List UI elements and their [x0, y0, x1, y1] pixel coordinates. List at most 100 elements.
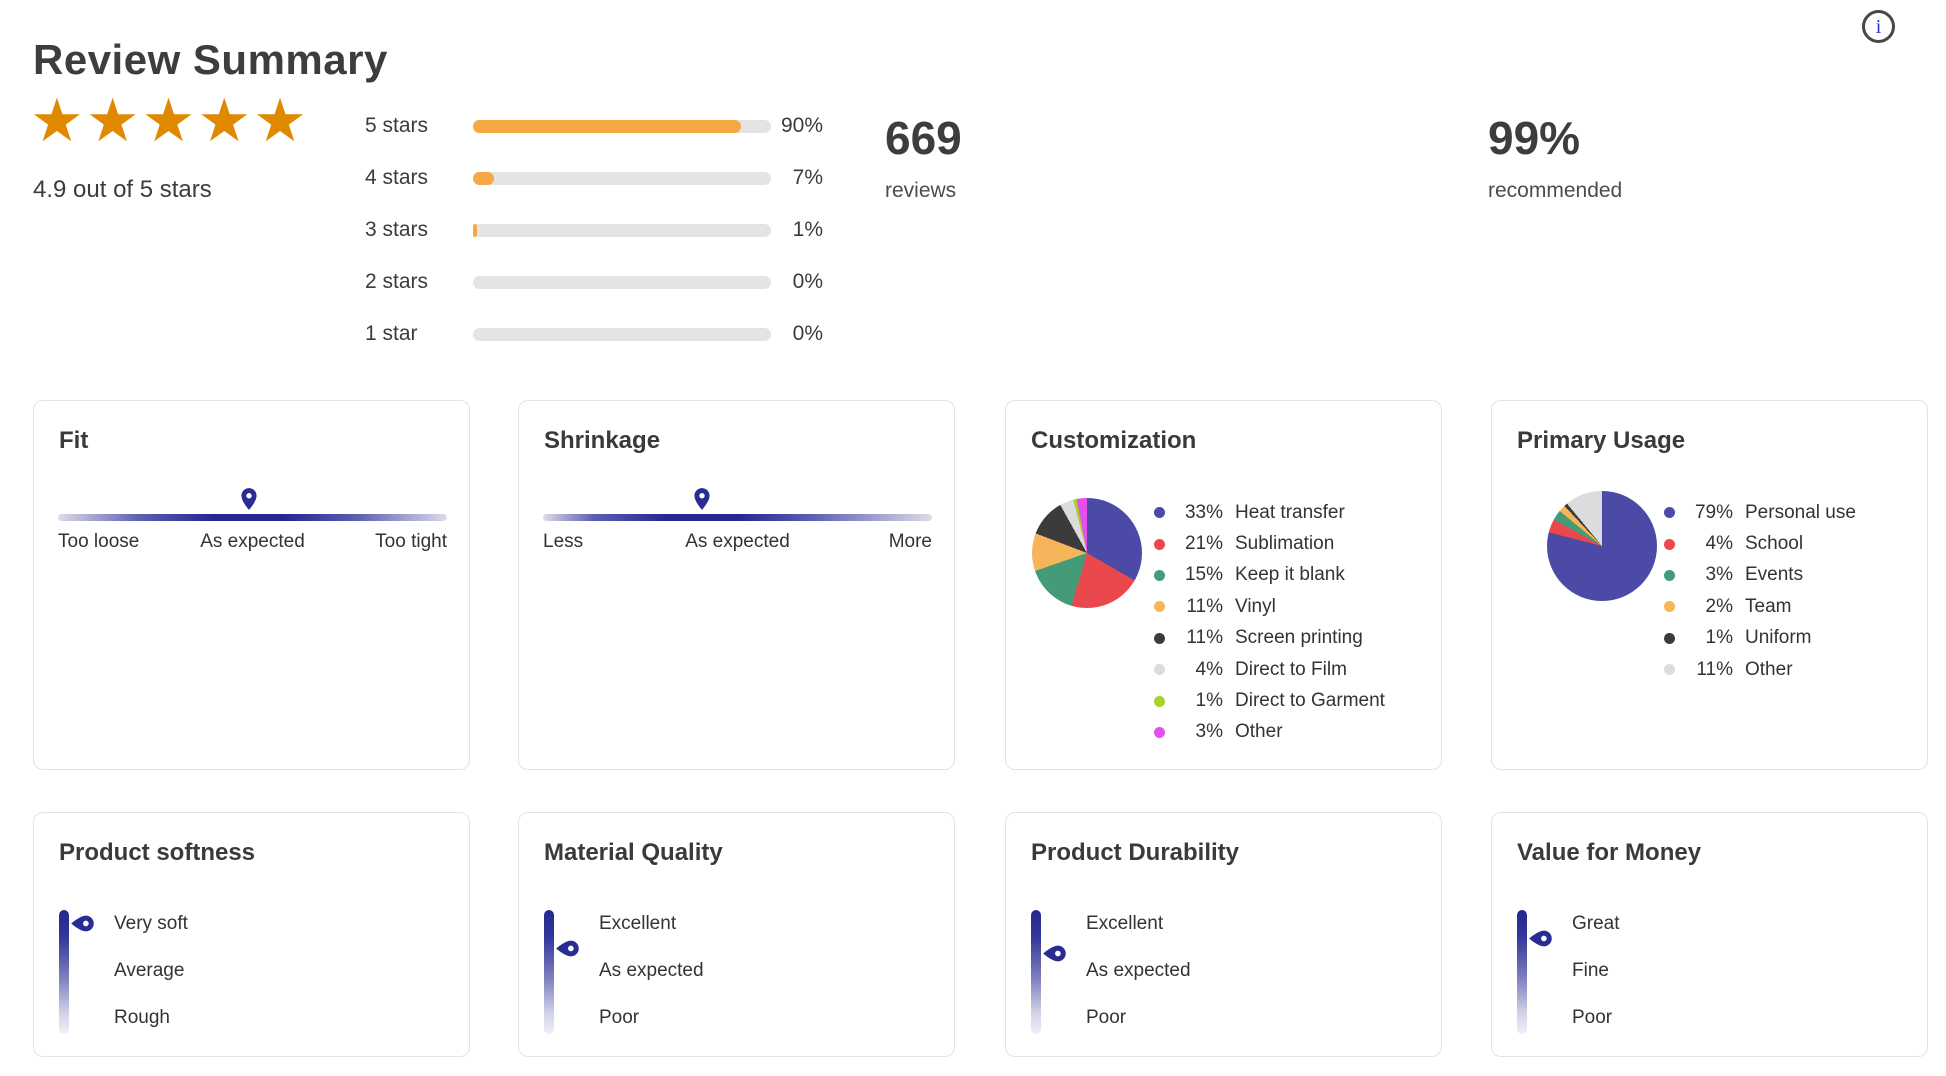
info-icon-glyph: i	[1875, 15, 1882, 38]
legend-item: 79% Personal use	[1664, 497, 1856, 528]
location-pin-icon	[694, 488, 711, 510]
histogram-row-label: 5 stars	[365, 114, 429, 137]
slider-gradient-bar	[544, 910, 554, 1034]
scale-label-max: More	[888, 531, 932, 552]
material-quality-slider: Excellent As expected Poor	[544, 910, 924, 1040]
legend-percentage: 11%	[1696, 658, 1733, 680]
scale-label-min: Too loose	[58, 531, 140, 552]
legend-color-dot	[1664, 538, 1675, 550]
legend-color-dot	[1664, 601, 1675, 613]
location-pin-icon	[556, 940, 579, 957]
primary-usage-card: Primary Usage 79% Personal use 4% School 3% E…	[1491, 400, 1928, 770]
slider-scale-labels: Too loose As expected Too tight	[58, 531, 447, 555]
legend-percentage: 3%	[1195, 721, 1223, 743]
scale-label: Poor	[1086, 1006, 1127, 1028]
slider-gradient-bar	[59, 910, 69, 1034]
value-for-money-slider: Great Fine Poor	[1517, 910, 1897, 1040]
histogram-row: 1 star 0%	[365, 308, 823, 360]
card-title: Fit	[59, 427, 89, 454]
product-durability-slider: Excellent As expected Poor	[1031, 910, 1411, 1040]
slider-gradient-bar	[543, 514, 932, 521]
legend-label: Direct to Garment	[1235, 690, 1385, 712]
legend-color-dot	[1664, 569, 1675, 581]
legend-label: Screen printing	[1235, 627, 1363, 649]
legend-percentage: 21%	[1184, 533, 1223, 555]
histogram-bar-track	[473, 119, 771, 133]
shrinkage-slider: Less As expected More	[543, 485, 932, 565]
legend-item: 21% Sublimation	[1154, 528, 1385, 559]
histogram-bar-fill	[473, 223, 477, 237]
scale-label-max: Too tight	[375, 531, 447, 552]
slider-gradient-bar	[1517, 910, 1527, 1034]
histogram-row: 4 stars 7%	[365, 152, 823, 204]
slider-scale-labels: Excellent As expected Poor	[1086, 900, 1191, 1041]
legend-color-dot	[1154, 695, 1165, 707]
legend-label: Direct to Film	[1235, 658, 1347, 680]
histogram-row: 5 stars 90%	[365, 100, 823, 152]
histogram-bar-fill	[473, 171, 494, 185]
scale-label: Fine	[1572, 959, 1609, 981]
histogram-row-percentage: 1%	[792, 218, 823, 241]
rating-text: 4.9 out of 5 stars	[33, 176, 212, 203]
legend-percentage: 33%	[1184, 501, 1223, 523]
legend-label: School	[1745, 533, 1804, 555]
product-softness-slider: Very soft Average Rough	[59, 910, 439, 1040]
reviews-stat: 669 reviews	[885, 112, 962, 203]
legend-color-dot	[1154, 664, 1165, 676]
scale-label: As expected	[599, 959, 704, 981]
card-title: Product softness	[59, 839, 256, 866]
legend-label: Uniform	[1745, 627, 1812, 649]
location-pin-icon	[1043, 945, 1066, 962]
star-rating-icons: ★★★★★	[30, 87, 309, 154]
scale-label: Poor	[1572, 1006, 1613, 1028]
card-title: Material Quality	[544, 839, 723, 866]
card-title: Shrinkage	[544, 427, 661, 454]
legend-item: 11% Other	[1664, 654, 1856, 685]
card-title: Value for Money	[1517, 839, 1702, 866]
slider-gradient-bar	[58, 514, 447, 521]
legend-label: Personal use	[1745, 501, 1856, 523]
legend-label: Events	[1745, 564, 1804, 586]
recommended-stat: 99% recommended	[1488, 112, 1622, 203]
histogram-row-percentage: 7%	[792, 166, 823, 189]
legend-percentage: 11%	[1186, 595, 1223, 617]
rating-histogram: 5 stars 90% 4 stars 7% 3 stars 1% 2 stars 0% 1 s…	[365, 100, 823, 360]
legend-color-dot	[1664, 507, 1675, 519]
legend-label: Heat transfer	[1235, 501, 1345, 523]
scale-label: Average	[114, 959, 185, 981]
legend-item: 2% Team	[1664, 591, 1856, 622]
legend-item: 1% Direct to Garment	[1154, 685, 1385, 716]
location-pin-icon	[241, 488, 257, 510]
scale-label: Great	[1572, 912, 1620, 934]
scale-label: As expected	[1086, 959, 1191, 981]
histogram-bar-track	[473, 223, 771, 237]
legend-percentage: 15%	[1184, 564, 1223, 586]
material-quality-card: Material Quality Excellent As expected Poo…	[518, 812, 955, 1057]
info-icon[interactable]: i	[1862, 10, 1895, 43]
scale-label: Poor	[599, 1006, 640, 1028]
legend-label: Sublimation	[1235, 533, 1335, 555]
primary-usage-pie-chart	[1547, 491, 1657, 601]
histogram-row-label: 1 star	[365, 322, 418, 345]
scale-label: Rough	[114, 1006, 170, 1028]
product-softness-card: Product softness Very soft Average Rough	[33, 812, 470, 1057]
legend-item: 11% Screen printing	[1154, 623, 1385, 654]
recommended-label: recommended	[1488, 178, 1623, 202]
histogram-row-label: 4 stars	[365, 166, 429, 189]
legend-label: Vinyl	[1235, 595, 1276, 617]
histogram-row-percentage: 90%	[780, 114, 823, 137]
legend-color-dot	[1154, 726, 1165, 738]
card-title: Product Durability	[1031, 839, 1240, 866]
scale-label: Excellent	[599, 912, 677, 934]
legend-item: 4% Direct to Film	[1154, 654, 1385, 685]
legend-color-dot	[1154, 569, 1165, 581]
legend-percentage: 1%	[1705, 627, 1733, 649]
reviews-label: reviews	[885, 178, 957, 202]
slider-scale-labels: Great Fine Poor	[1572, 900, 1620, 1041]
legend-color-dot	[1154, 507, 1165, 519]
legend-color-dot	[1664, 664, 1675, 676]
legend-item: 15% Keep it blank	[1154, 560, 1385, 591]
card-title: Customization	[1031, 427, 1197, 454]
slider-scale-labels: Less As expected More	[543, 531, 932, 555]
scale-label-min: Less	[543, 531, 584, 552]
